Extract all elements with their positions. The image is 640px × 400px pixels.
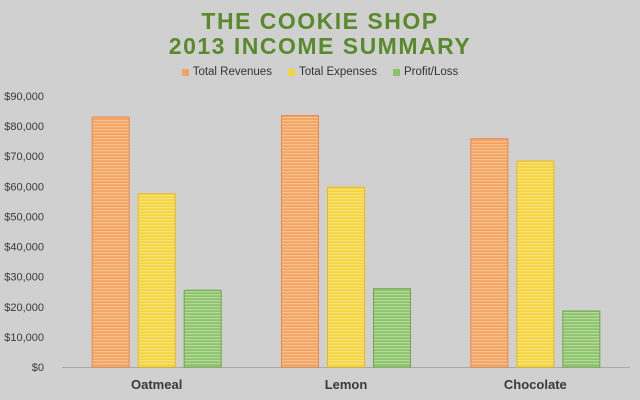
y-tick-label: $40,000 bbox=[4, 242, 44, 254]
legend-label-total-expenses: Total Expenses bbox=[298, 66, 377, 78]
y-tick-label: $30,000 bbox=[4, 272, 44, 284]
y-tick-label: $90,000 bbox=[4, 91, 44, 103]
legend-item-profit-loss: Profit/Loss bbox=[392, 66, 459, 78]
y-tick-label: $10,000 bbox=[4, 332, 44, 344]
legend-swatch-total-expenses bbox=[287, 68, 295, 76]
bar-total-expenses-lemon bbox=[327, 186, 365, 368]
legend-label-profit-loss: Profit/Loss bbox=[403, 66, 459, 78]
y-tick-label: $0 bbox=[32, 362, 44, 374]
y-tick-label: $70,000 bbox=[4, 151, 44, 163]
legend-item-total-revenues: Total Revenues bbox=[181, 66, 272, 78]
x-tick-label: Lemon bbox=[325, 377, 368, 392]
bar-total-expenses-chocolate bbox=[516, 160, 555, 368]
legend-item-total-expenses: Total Expenses bbox=[287, 66, 377, 78]
legend-swatch-profit-loss bbox=[392, 68, 400, 76]
bar-total-revenues-lemon bbox=[281, 115, 319, 368]
x-tick-label: Oatmeal bbox=[131, 377, 182, 392]
bar-total-revenues-chocolate bbox=[470, 138, 509, 368]
legend-label-total-revenues: Total Revenues bbox=[192, 66, 272, 78]
bar-total-expenses-oatmeal bbox=[137, 193, 176, 368]
y-tick-label: $20,000 bbox=[4, 302, 44, 314]
bar-profit-loss-chocolate bbox=[562, 310, 601, 368]
x-tick-label: Chocolate bbox=[504, 377, 567, 392]
y-tick-label: $60,000 bbox=[4, 181, 44, 193]
legend-swatch-total-revenues bbox=[181, 68, 189, 76]
legend: Total Revenues Total Expenses Profit/Los… bbox=[0, 66, 640, 78]
y-tick-label: $80,000 bbox=[4, 121, 44, 133]
bar-total-revenues-oatmeal bbox=[91, 116, 130, 368]
bar-profit-loss-lemon bbox=[373, 288, 411, 368]
chart-title-line-1: THE COOKIE SHOP bbox=[201, 8, 439, 34]
chart-title-line-2: 2013 INCOME SUMMARY bbox=[168, 33, 472, 59]
bar-profit-loss-oatmeal bbox=[183, 289, 222, 368]
y-tick-label: $50,000 bbox=[4, 211, 44, 223]
